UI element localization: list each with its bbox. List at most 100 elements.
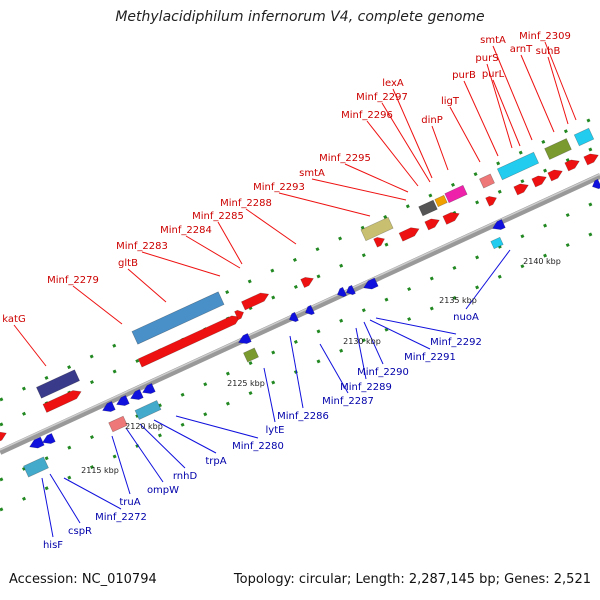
- forward-inner-track: [0, 143, 600, 427]
- forward-gene-label: ligT: [441, 96, 460, 107]
- reverse-cds-arrow: [336, 286, 347, 298]
- reverse-label-leader: [153, 419, 217, 454]
- forward-gene-label: smtA: [299, 168, 325, 179]
- forward-gene-label: Minf_2279: [47, 275, 99, 286]
- forward-cds-arrow: [137, 315, 241, 368]
- gene-labels: katG Minf_2279 gltB Minf_2283 Minf_2284 Minf_…: [2, 31, 571, 551]
- cog-feature-box: [23, 456, 49, 478]
- reverse-gene-label: cspR: [68, 526, 92, 537]
- forward-cds-arrow: [583, 153, 599, 166]
- reverse-cds-arrow: [116, 395, 130, 406]
- reverse-gene-label: Minf_2287: [322, 396, 374, 407]
- scale-label: 2115 kbp: [81, 466, 119, 475]
- forward-label-leader: [463, 80, 499, 157]
- forward-gene-label: dinP: [421, 115, 443, 126]
- forward-gene-label: arnT: [510, 44, 533, 55]
- reverse-label-leader: [375, 317, 457, 335]
- forward-cds-arrow: [42, 390, 82, 413]
- reverse-label-leader: [41, 477, 54, 538]
- map-title: Methylacidiphilum infernorum V4, complet…: [115, 9, 485, 25]
- reverse-gene-label: rnhD: [173, 471, 198, 482]
- reverse-label-leader: [125, 427, 164, 483]
- reverse-cds-arrow: [288, 311, 299, 323]
- reverse-inner-track: [0, 198, 600, 482]
- reverse-gene-label: truA: [119, 497, 140, 508]
- reverse-gene-label: Minf_2272: [95, 512, 147, 523]
- reverse-gene-label: lytE: [266, 425, 285, 436]
- reverse-gene-label: nuoA: [453, 312, 479, 323]
- cog-feature-box: [490, 236, 504, 250]
- forward-cds-arrow: [442, 212, 460, 225]
- forward-cds-arrow: [234, 309, 245, 321]
- forward-label-leader: [127, 268, 167, 303]
- reverse-gene-label: Minf_2291: [404, 352, 456, 363]
- cog-feature-box: [36, 369, 80, 399]
- forward-label-leader: [431, 125, 449, 171]
- scale-label: 2125 kbp: [227, 379, 265, 388]
- forward-gene-label: lexA: [382, 78, 404, 89]
- cog-feature-box: [134, 400, 162, 420]
- forward-cds-arrow: [485, 196, 497, 207]
- forward-cds-arrow: [547, 169, 563, 182]
- forward-label-leader: [344, 163, 409, 193]
- forward-label-leader: [449, 106, 481, 163]
- reverse-label-leader: [175, 415, 259, 439]
- forward-label-leader: [217, 221, 243, 265]
- forward-gene-label: suhB: [536, 46, 561, 57]
- forward-cds-arrow: [300, 277, 314, 288]
- cog-feature-box: [360, 216, 394, 242]
- scale-label: 2130 kbp: [343, 337, 381, 346]
- genome-summary-text: Topology: circular; Length: 2,287,145 bp…: [233, 572, 591, 587]
- forward-gene-track: [0, 153, 599, 444]
- forward-label-leader: [520, 54, 555, 133]
- forward-label-leader: [366, 120, 419, 187]
- scale-label: 2120 kbp: [125, 422, 163, 431]
- forward-gene-label: Minf_2309: [519, 31, 571, 42]
- forward-gene-label: gltB: [118, 258, 138, 269]
- forward-gene-label: katG: [2, 314, 25, 325]
- forward-label-leader: [245, 208, 297, 245]
- scale-label: 2135 kbp: [439, 296, 477, 305]
- forward-label-leader: [278, 192, 371, 217]
- reverse-cds-arrow: [304, 304, 315, 316]
- forward-cds-arrow: [564, 159, 580, 172]
- forward-cds-arrow: [513, 183, 529, 196]
- forward-gene-label: Minf_2295: [319, 153, 371, 164]
- reverse-outer-track: [0, 228, 600, 512]
- cog-feature-box: [496, 151, 540, 181]
- reverse-label-leader: [49, 473, 81, 524]
- forward-label-leader: [141, 251, 221, 277]
- forward-label-leader: [492, 79, 521, 147]
- reverse-label-leader: [319, 343, 349, 394]
- reverse-gene-label: Minf_2286: [277, 411, 329, 422]
- reverse-gene-label: Minf_2289: [340, 382, 392, 393]
- reverse-label-leader: [289, 335, 304, 409]
- reverse-label-leader: [355, 327, 367, 380]
- cog-feature-box: [573, 127, 595, 147]
- forward-label-leader: [492, 45, 533, 141]
- reverse-cds-arrow: [130, 389, 144, 400]
- forward-gene-label: Minf_2285: [192, 211, 244, 222]
- accession-text: Accession: NC_010794: [9, 572, 157, 587]
- forward-label-leader: [381, 102, 431, 183]
- reverse-cds-arrow: [29, 436, 45, 449]
- forward-gene-label: Minf_2288: [220, 198, 272, 209]
- forward-outer-track: [0, 113, 600, 402]
- cog-feature-box: [544, 138, 572, 160]
- reverse-label-leader: [465, 249, 511, 310]
- reverse-label-leader: [369, 319, 431, 350]
- reverse-cds-arrow: [42, 433, 56, 444]
- reverse-gene-label: hisF: [43, 540, 63, 551]
- forward-gene-label: purB: [452, 70, 476, 81]
- label-leaders: [13, 41, 577, 538]
- forward-gene-label: Minf_2283: [116, 241, 168, 252]
- forward-label-leader: [311, 178, 407, 201]
- reverse-gene-label: Minf_2280: [232, 441, 284, 452]
- reverse-gene-label: Minf_2292: [430, 337, 482, 348]
- reverse-label-leader: [111, 435, 131, 495]
- forward-label-leader: [185, 235, 241, 269]
- reverse-cds-arrow: [238, 333, 252, 344]
- forward-gene-label: Minf_2284: [160, 225, 212, 236]
- forward-cds-arrow: [424, 218, 440, 231]
